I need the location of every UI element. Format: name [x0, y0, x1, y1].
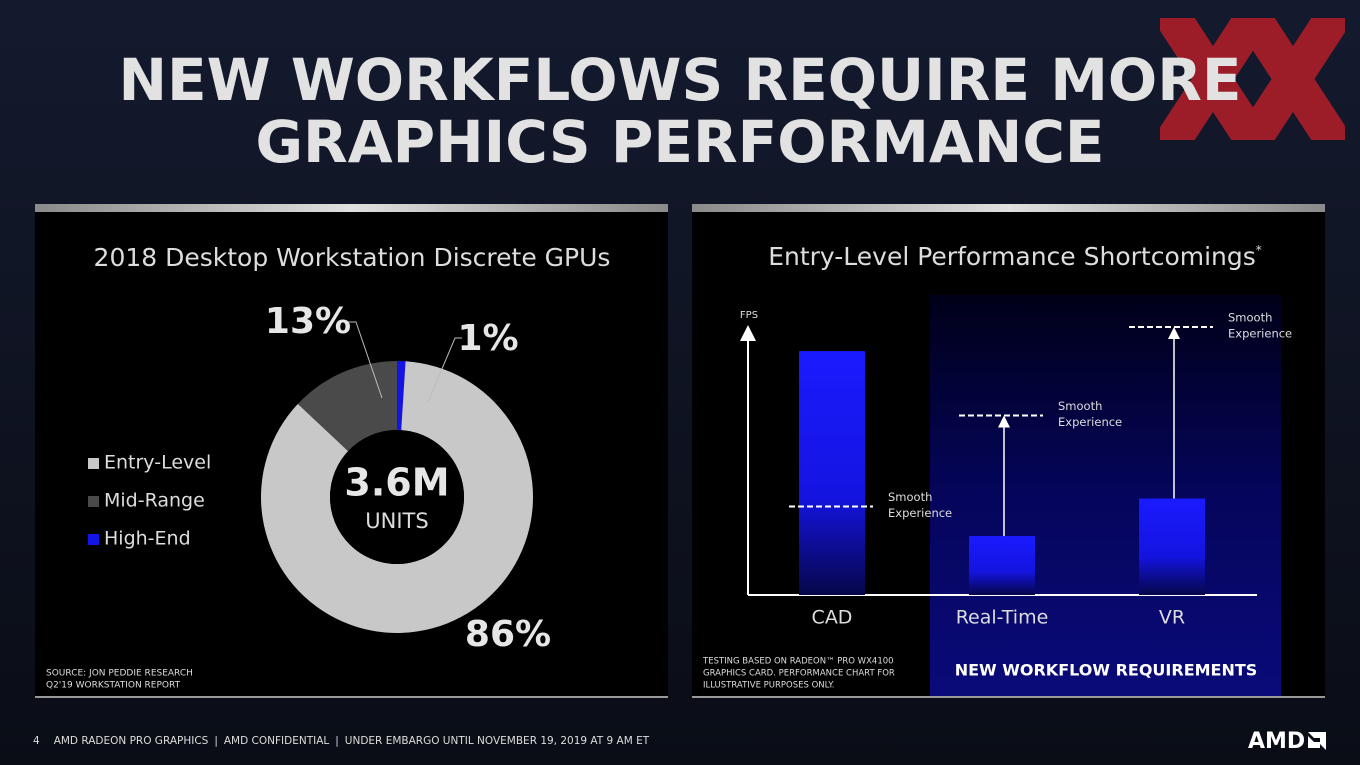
- footnote: TESTING BASED ON RADEON™ PRO WX4100: [702, 657, 894, 667]
- donut-hole: [330, 430, 464, 564]
- target-label: Smooth: [1228, 311, 1272, 325]
- target-label: Smooth: [888, 490, 932, 504]
- page-number: 4: [33, 735, 40, 747]
- leader-line: [427, 337, 462, 403]
- chart-title: 2018 Desktop Workstation Discrete GPUs: [94, 243, 611, 272]
- legend-label: High-End: [104, 528, 191, 550]
- target-label: Experience: [1058, 415, 1122, 429]
- requirements-region: [930, 295, 1281, 696]
- legend-swatch: [88, 458, 99, 469]
- panel-bar: [692, 204, 1325, 212]
- panel-bar: [35, 204, 668, 212]
- bar: [1139, 498, 1205, 595]
- pie-slice: [260, 361, 533, 633]
- xx-logo: [1160, 18, 1345, 140]
- title-note: *: [1256, 243, 1262, 257]
- footer-item: AMD RADEON PRO GRAPHICS: [54, 735, 209, 747]
- chart-title-text: Entry-Level Performance Shortcomings: [768, 242, 1256, 271]
- value-label: 1%: [457, 318, 518, 359]
- pie-chart: 2018 Desktop Workstation Discrete GPUs 3.…: [46, 243, 610, 691]
- legend-swatch: [88, 534, 99, 545]
- legend-swatch: [88, 496, 99, 507]
- footer-item: AMD CONFIDENTIAL: [224, 735, 330, 747]
- panel-edge: [35, 696, 668, 698]
- footnote: GRAPHICS CARD. PERFORMANCE CHART FOR: [703, 669, 895, 679]
- target-label: Smooth: [1058, 399, 1102, 413]
- footer-item: UNDER EMBARGO UNTIL NOVEMBER 19, 2019 AT…: [345, 735, 650, 747]
- amd-logo-mark: [1308, 732, 1326, 750]
- x-tick-label: VR: [1159, 607, 1185, 629]
- target-label: Experience: [888, 506, 952, 520]
- panel-edge: [692, 696, 1325, 698]
- center-value: 3.6M: [344, 461, 449, 505]
- bar: [969, 536, 1035, 595]
- region-label: NEW WORKFLOW REQUIREMENTS: [955, 661, 1258, 680]
- amd-logo: AMD: [1248, 729, 1305, 754]
- pie-slice: [297, 361, 397, 452]
- center-label: UNITS: [365, 509, 428, 533]
- leader-line: [348, 321, 383, 399]
- y-axis-label: FPS: [740, 310, 758, 321]
- separator: |: [214, 735, 218, 747]
- target-label: Experience: [1228, 327, 1292, 341]
- slide-title: GRAPHICS PERFORMANCE: [255, 108, 1104, 176]
- source-note: SOURCE: JON PEDDIE RESEARCH: [46, 669, 193, 679]
- bar: [799, 351, 865, 595]
- bar-chart: Entry-Level Performance Shortcomings* FPS…: [702, 242, 1292, 691]
- legend-label: Mid-Range: [104, 490, 205, 512]
- legend-label: Entry-Level: [104, 452, 211, 474]
- separator: |: [335, 735, 339, 747]
- footnote: ILLUSTRATIVE PURPOSES ONLY.: [703, 681, 834, 691]
- source-note: Q2'19 WORKSTATION REPORT: [46, 681, 181, 691]
- chart-title: Entry-Level Performance Shortcomings*: [768, 242, 1262, 271]
- slide-title: NEW WORKFLOWS REQUIRE MORE: [118, 46, 1241, 114]
- value-label: 86%: [465, 614, 551, 655]
- x-tick-label: Real-Time: [956, 607, 1049, 629]
- value-label: 13%: [265, 301, 351, 342]
- pie-slice: [397, 361, 406, 431]
- footer: 4 AMD RADEON PRO GRAPHICS | AMD CONFIDENTIA…: [33, 735, 650, 747]
- x-tick-label: CAD: [812, 607, 853, 629]
